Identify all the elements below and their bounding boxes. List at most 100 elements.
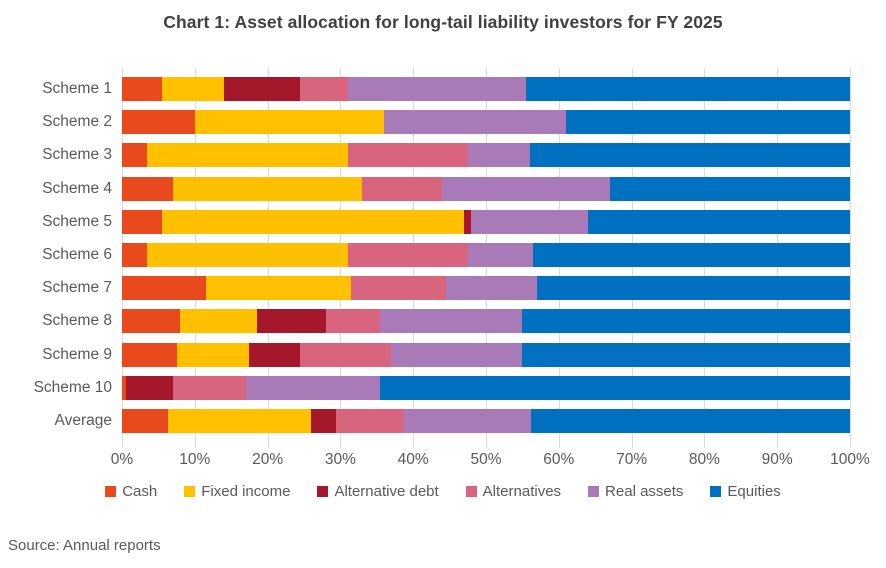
bar-segment-cash — [122, 309, 181, 334]
legend-item-cash: Cash — [105, 483, 157, 500]
legend-swatch-icon — [184, 486, 196, 497]
category-label: Scheme 1 — [42, 80, 112, 97]
bar-segment-real-assets — [467, 143, 530, 168]
legend-item-alternative-debt: Alternative debt — [317, 483, 439, 500]
x-tick-label: 70% — [616, 451, 648, 468]
bar-segment-alternative-debt — [249, 342, 301, 367]
x-tick-label: 20% — [252, 451, 284, 468]
bar-segment-fixed-income — [194, 110, 385, 135]
bar-segment-equities — [533, 243, 850, 267]
chart-title: Chart 1: Asset allocation for long-tail … — [163, 12, 723, 32]
bar-segment-real-assets — [347, 77, 527, 101]
legend-item-equities: Equities — [710, 483, 781, 500]
bar-row — [122, 77, 850, 101]
bar-segment-alternatives — [172, 375, 246, 400]
bar-segment-fixed-income — [205, 276, 352, 301]
legend-swatch-icon — [105, 486, 117, 497]
category-label: Scheme 10 — [33, 378, 112, 396]
bar-segment-cash — [122, 110, 195, 135]
category-label: Scheme 2 — [42, 113, 112, 131]
bar-segment-equities — [587, 209, 850, 234]
bar-row — [122, 110, 850, 135]
bar-row — [122, 375, 850, 400]
x-tick-label: 60% — [543, 451, 575, 468]
bar-segment-cash — [122, 375, 126, 400]
bar-segment-equities — [536, 276, 850, 301]
bar-segment-real-assets — [445, 276, 537, 301]
legend-label: Equities — [727, 483, 781, 500]
legend-swatch-icon — [317, 486, 329, 497]
category-label: Scheme 4 — [42, 179, 112, 197]
bar-segment-alternatives — [336, 409, 405, 433]
bar-segment-fixed-income — [176, 342, 250, 367]
bar-segment-cash — [122, 176, 173, 201]
bar-segment-alternative-debt — [464, 209, 472, 234]
legend-swatch-icon — [465, 486, 477, 497]
legend-item-real-assets: Real assets — [588, 483, 683, 500]
bar-segment-alternatives — [351, 276, 446, 301]
legend-label: Real assets — [605, 483, 684, 500]
category-label: Scheme 6 — [42, 246, 112, 263]
legend-label: Alternatives — [482, 483, 562, 500]
legend: Cash Fixed income Alternative debt Alternat… — [0, 483, 886, 500]
category-label: Scheme 3 — [42, 146, 112, 164]
bar-segment-equities — [526, 77, 850, 101]
bar-segment-equities — [531, 409, 850, 433]
bar-segment-equities — [566, 110, 850, 135]
x-tick-label: 50% — [470, 451, 502, 468]
legend-swatch-icon — [588, 486, 600, 497]
x-tick-label: 0% — [110, 451, 134, 468]
category-label: Scheme 7 — [42, 279, 112, 297]
bar-segment-equities — [609, 176, 850, 201]
bar-segment-alternatives — [325, 309, 381, 334]
bar-segment-fixed-income — [167, 409, 312, 433]
legend-swatch-icon — [710, 486, 722, 497]
bar-row — [122, 176, 850, 201]
legend-label: Cash — [122, 483, 158, 500]
x-tick-label: 40% — [397, 451, 429, 468]
bar-segment-cash — [122, 342, 177, 367]
bar-segment-alternatives — [347, 243, 468, 267]
bar-segment-fixed-income — [180, 309, 257, 334]
x-tick-label: 90% — [761, 451, 793, 468]
bar-segment-cash — [122, 243, 148, 267]
bar-segment-fixed-income — [147, 243, 348, 267]
x-tick-label: 30% — [324, 451, 356, 468]
bar-segment-cash — [122, 276, 206, 301]
category-label: Scheme 9 — [42, 345, 112, 363]
bar-segment-real-assets — [467, 243, 534, 267]
category-label: Scheme 8 — [42, 312, 112, 330]
bar-segment-fixed-income — [147, 143, 348, 168]
legend-label: Alternative debt — [334, 483, 439, 500]
bar-segment-alternative-debt — [125, 375, 173, 400]
bar-segment-equities — [522, 309, 850, 334]
source-note: Source: Annual reports — [8, 537, 161, 554]
x-tick-label: 80% — [688, 451, 720, 468]
legend-item-alternatives: Alternatives — [465, 483, 562, 500]
bar-segment-alternative-debt — [256, 309, 326, 334]
bar-row — [122, 309, 850, 334]
bar-segment-real-assets — [245, 375, 381, 400]
bar-segment-alternatives — [300, 77, 348, 101]
bar-segment-cash — [122, 77, 163, 101]
bar-segment-alternatives — [300, 342, 392, 367]
bar-segment-cash — [122, 143, 148, 168]
bar-row — [122, 243, 850, 267]
bar-segment-real-assets — [384, 110, 567, 135]
bar-row — [122, 209, 850, 234]
bar-row — [122, 143, 850, 168]
bar-row — [122, 409, 850, 433]
bar-segment-alternative-debt — [311, 409, 337, 433]
legend-item-fixed-income: Fixed income — [184, 483, 290, 500]
bar-segment-alternative-debt — [223, 77, 301, 101]
bar-segment-equities — [380, 375, 850, 400]
bar-segment-fixed-income — [162, 209, 465, 234]
bar-segment-real-assets — [404, 409, 532, 433]
bar-row — [122, 276, 850, 301]
bar-segment-fixed-income — [172, 176, 363, 201]
bar-segment-alternatives — [347, 143, 468, 168]
gridline — [850, 68, 851, 448]
bar-segment-cash — [122, 209, 163, 234]
